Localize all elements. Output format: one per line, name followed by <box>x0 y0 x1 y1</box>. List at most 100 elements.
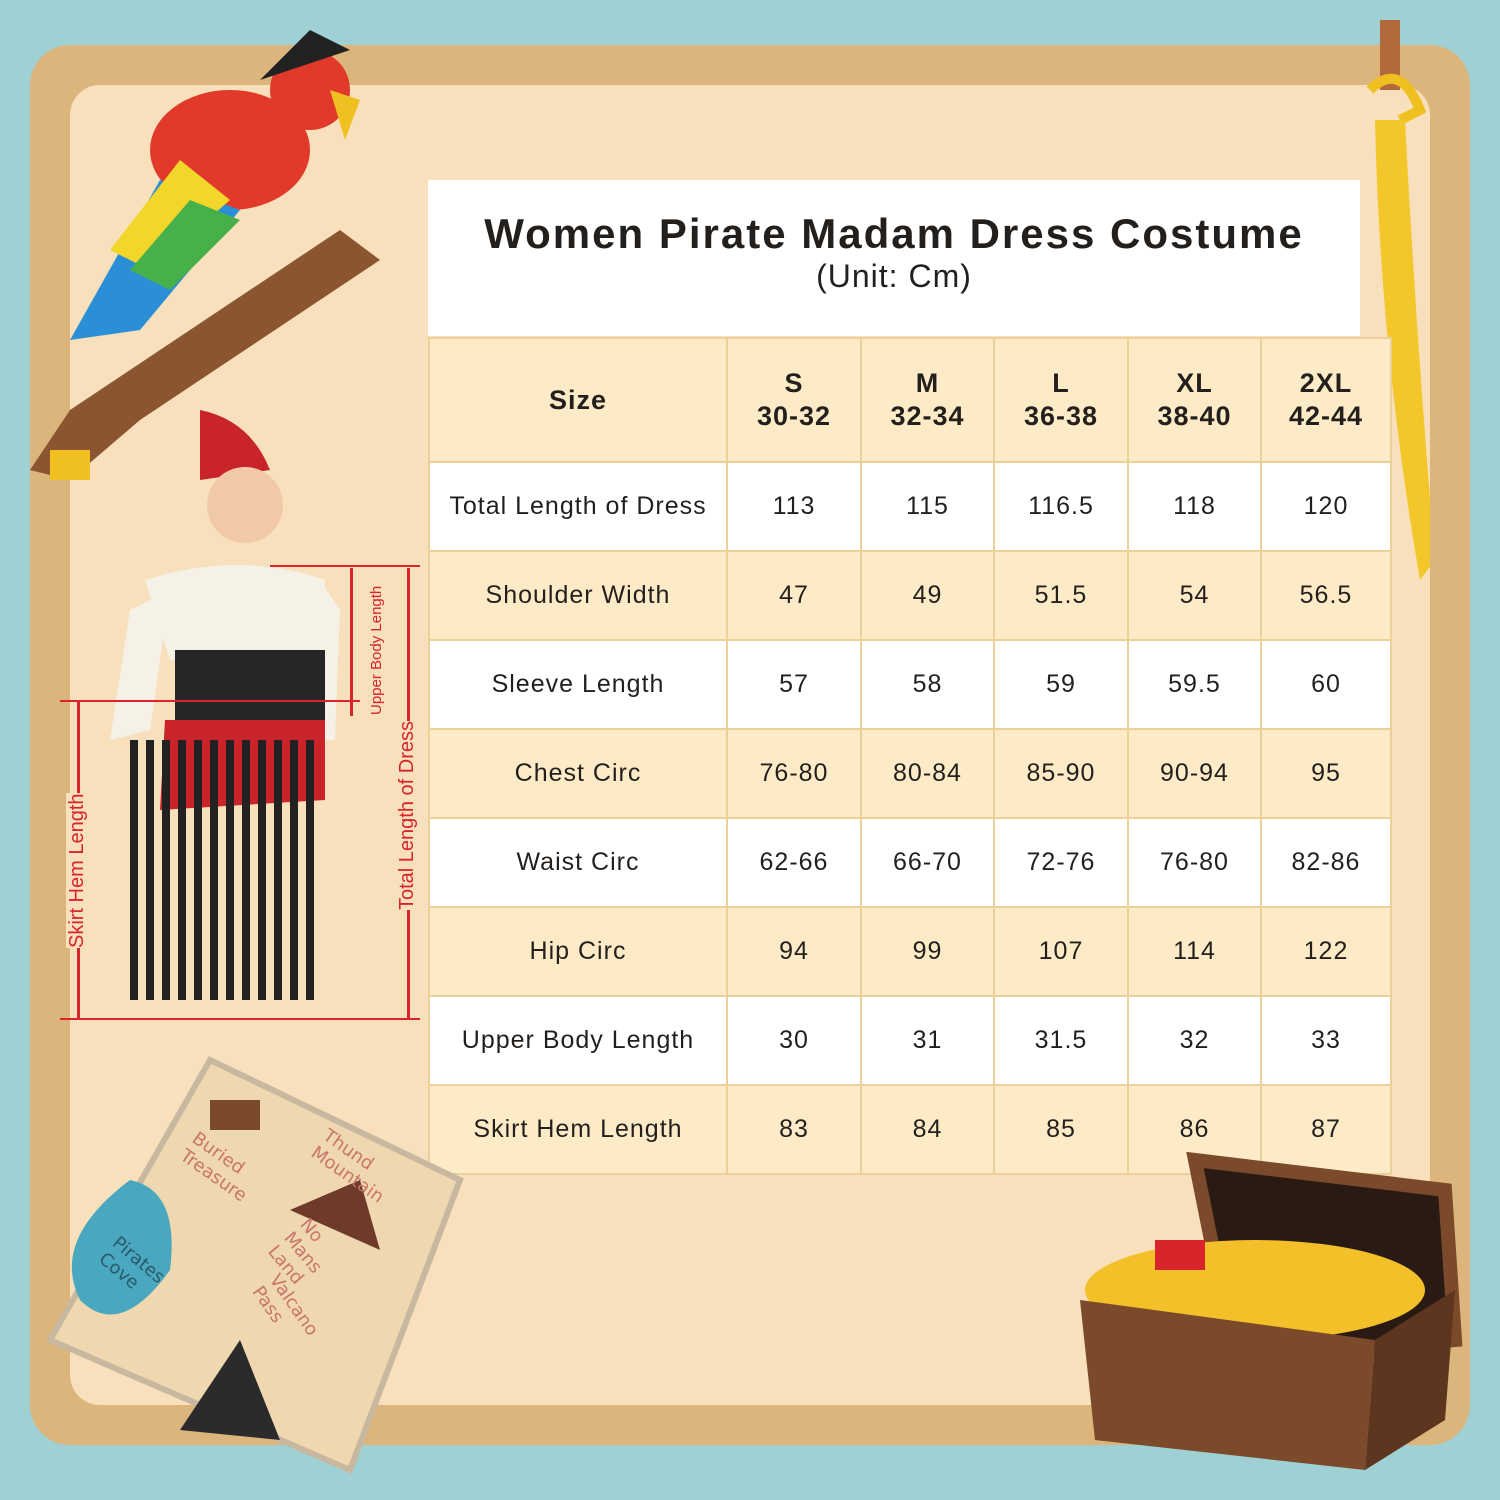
measurement-value: 76-80 <box>1127 817 1262 908</box>
size-name: 2XL <box>1299 368 1353 398</box>
table-row: Sleeve Length 57 58 59 59.5 60 <box>428 639 1392 730</box>
size-column-header: S 30-32 <box>726 337 862 463</box>
title-box: Women Pirate Madam Dress Costume (Unit: … <box>428 180 1360 336</box>
header-row: Size S 30-32 M 32-34 L 36-38 XL 38-40 2XL 42-44 <box>428 337 1392 463</box>
table-row: Waist Circ 62-66 66-70 72-76 76-80 82-86 <box>428 817 1392 908</box>
measurement-value: 122 <box>1260 906 1392 997</box>
upper-body-length-label: Upper Body Length <box>368 585 385 715</box>
table-row: Shoulder Width 47 49 51.5 54 56.5 <box>428 550 1392 641</box>
size-header: Size <box>428 337 728 463</box>
measure-tick <box>60 700 360 702</box>
measurement-label: Skirt Hem Length <box>428 1084 728 1175</box>
measurement-value: 59 <box>993 639 1129 730</box>
parrot-pistol-illustration <box>30 30 380 480</box>
skirt-stripe <box>210 740 218 1000</box>
treasure-map-illustration <box>45 1056 464 1475</box>
unit-label: (Unit: Cm) <box>816 258 972 294</box>
model-illustration <box>110 410 340 1000</box>
measurement-value: 80-84 <box>860 728 995 819</box>
skirt-stripe <box>258 740 266 1000</box>
measurement-value: 72-76 <box>993 817 1129 908</box>
measurement-value: 56.5 <box>1260 550 1392 641</box>
table-row: Hip Circ 94 99 107 114 122 <box>428 906 1392 997</box>
upper-body-line <box>350 568 353 716</box>
measurement-value: 58 <box>860 639 995 730</box>
measurement-value: 54 <box>1127 550 1262 641</box>
size-range: 42-44 <box>1288 401 1364 431</box>
size-table: Size S 30-32 M 32-34 L 36-38 XL 38-40 2XL 42-44 To… <box>428 337 1392 1175</box>
measurement-value: 83 <box>726 1084 862 1175</box>
size-range: 30-32 <box>756 401 832 431</box>
size-column-header: M 32-34 <box>860 337 995 463</box>
size-range: 36-38 <box>1023 401 1099 431</box>
size-range: 38-40 <box>1157 401 1232 431</box>
skirt-stripe <box>274 740 282 1000</box>
measurement-value: 115 <box>860 461 995 552</box>
measurement-label: Chest Circ <box>428 728 728 819</box>
measurement-value: 85-90 <box>993 728 1129 819</box>
treasure-chest-illustration <box>1080 1151 1463 1470</box>
measurement-value: 99 <box>860 906 995 997</box>
measurement-value: 114 <box>1127 906 1262 997</box>
measurement-value: 95 <box>1260 728 1392 819</box>
sword-illustration <box>1366 20 1430 580</box>
measure-tick <box>60 1018 420 1020</box>
skirt-stripe <box>226 740 234 1000</box>
size-column-header: XL 38-40 <box>1127 337 1262 463</box>
skirt-stripe <box>162 740 170 1000</box>
measurement-value: 94 <box>726 906 862 997</box>
measurement-value: 87 <box>1260 1084 1392 1175</box>
measurement-value: 90-94 <box>1127 728 1262 819</box>
measurement-value: 60 <box>1260 639 1392 730</box>
measurement-label: Total Length of Dress <box>428 461 728 552</box>
measurement-value: 118 <box>1127 461 1262 552</box>
measurement-value: 31.5 <box>993 995 1129 1086</box>
measurement-value: 85 <box>993 1084 1129 1175</box>
measurement-label: Sleeve Length <box>428 639 728 730</box>
skirt-stripe <box>290 740 298 1000</box>
skirt-stripe <box>178 740 186 1000</box>
skirt-stripe <box>242 740 250 1000</box>
size-name: S <box>784 368 804 398</box>
measurement-value: 51.5 <box>993 550 1129 641</box>
skirt-stripe <box>306 740 314 1000</box>
measure-tick <box>270 565 420 567</box>
measurement-value: 49 <box>860 550 995 641</box>
measurement-label: Hip Circ <box>428 906 728 997</box>
measurement-value: 107 <box>993 906 1129 997</box>
measurement-value: 59.5 <box>1127 639 1262 730</box>
measurement-value: 33 <box>1260 995 1392 1086</box>
skirt-hem-length-label: Skirt Hem Length <box>66 793 89 948</box>
measurement-value: 76-80 <box>726 728 862 819</box>
size-column-header: L 36-38 <box>993 337 1129 463</box>
skirt-stripe <box>130 740 138 1000</box>
skirt-stripe <box>146 740 154 1000</box>
measurement-value: 66-70 <box>860 817 995 908</box>
measurement-value: 30 <box>726 995 862 1086</box>
measurement-value: 82-86 <box>1260 817 1392 908</box>
measurement-value: 84 <box>860 1084 995 1175</box>
table-row: Chest Circ 76-80 80-84 85-90 90-94 95 <box>428 728 1392 819</box>
measurement-value: 113 <box>726 461 862 552</box>
chart-title: Women Pirate Madam Dress Costume <box>484 210 1304 257</box>
measurement-value: 57 <box>726 639 862 730</box>
size-name: M <box>915 368 940 398</box>
size-range: 32-34 <box>890 401 965 431</box>
measurement-value: 116.5 <box>993 461 1129 552</box>
measurement-value: 62-66 <box>726 817 862 908</box>
skirt-stripe <box>194 740 202 1000</box>
table-row: Total Length of Dress 113 115 116.5 118 120 <box>428 461 1392 552</box>
measurement-label: Waist Circ <box>428 817 728 908</box>
table-row: Skirt Hem Length 83 84 85 86 87 <box>428 1084 1392 1175</box>
measurement-value: 120 <box>1260 461 1392 552</box>
measurement-value: 47 <box>726 550 862 641</box>
size-name: L <box>1052 368 1070 398</box>
measurement-label: Upper Body Length <box>428 995 728 1086</box>
measurement-value: 31 <box>860 995 995 1086</box>
measurement-label: Shoulder Width <box>428 550 728 641</box>
size-name: Size <box>548 384 608 415</box>
size-name: XL <box>1176 368 1213 398</box>
size-column-header: 2XL 42-44 <box>1260 337 1392 463</box>
total-length-label: Total Length of Dress <box>396 721 419 910</box>
table-row: Upper Body Length 30 31 31.5 32 33 <box>428 995 1392 1086</box>
